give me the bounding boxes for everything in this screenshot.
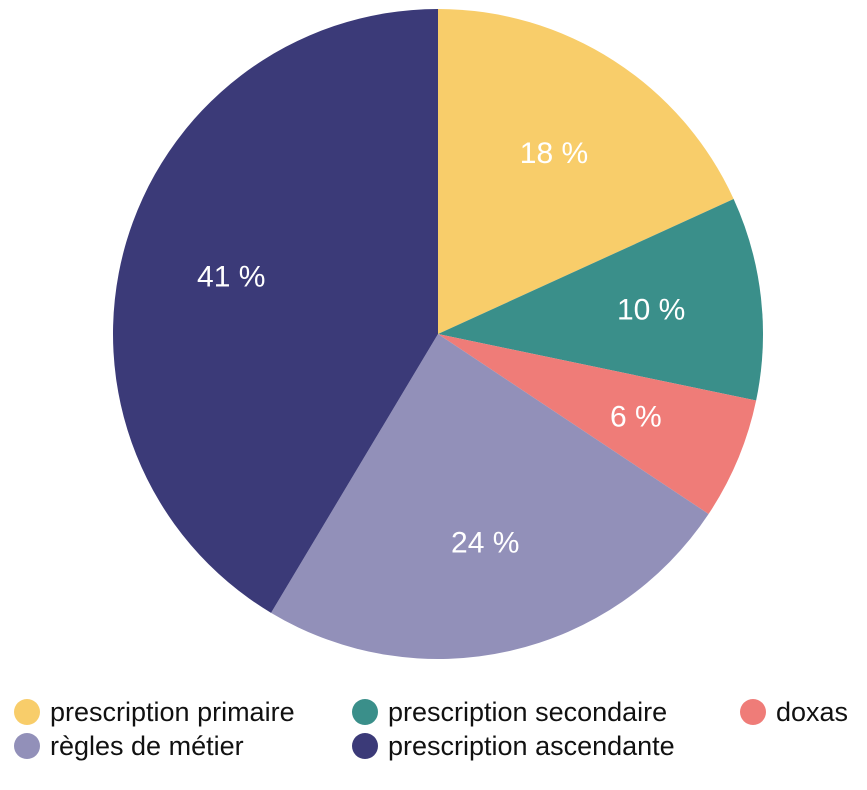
legend-label-prescription-primaire: prescription primaire	[50, 697, 295, 727]
legend-swatch-prescription-primaire	[14, 699, 40, 725]
slice-label-regles-de-metier: 24 %	[451, 527, 519, 560]
pie-slice-prescription-ascendante	[113, 9, 439, 613]
legend-swatch-prescription-secondaire	[352, 699, 378, 725]
slice-label-prescription-primaire: 18 %	[520, 137, 588, 170]
legend-item-regles-de-metier: règles de métier	[14, 731, 244, 761]
pie-slice-doxas	[438, 334, 757, 515]
legend-label-regles-de-metier: règles de métier	[50, 731, 244, 761]
legend-item-prescription-ascendante: prescription ascendante	[352, 731, 675, 761]
pie-slice-prescription-secondaire	[438, 198, 763, 401]
pie-slice-prescription-primaire	[438, 9, 734, 334]
legend-label-doxas: doxas	[776, 697, 849, 727]
legend-label-prescription-ascendante: prescription ascendante	[388, 731, 675, 761]
legend-swatch-regles-de-metier	[14, 733, 40, 759]
slice-label-doxas: 6 %	[610, 400, 662, 433]
legend-item-prescription-primaire: prescription primaire	[14, 697, 295, 727]
legend-swatch-prescription-ascendante	[352, 733, 378, 759]
legend-item-doxas: doxas	[740, 697, 848, 727]
legend-label-prescription-secondaire: prescription secondaire	[388, 697, 668, 727]
pie-slice-regles-de-metier	[271, 334, 709, 659]
slice-label-prescription-secondaire: 10 %	[617, 294, 685, 327]
legend-item-prescription-secondaire: prescription secondaire	[352, 697, 667, 727]
pie-chart: 18 % 10 % 6 % 24 % 41 %	[113, 9, 763, 659]
slice-label-prescription-ascendante: 41 %	[197, 260, 265, 293]
legend-swatch-doxas	[740, 699, 766, 725]
